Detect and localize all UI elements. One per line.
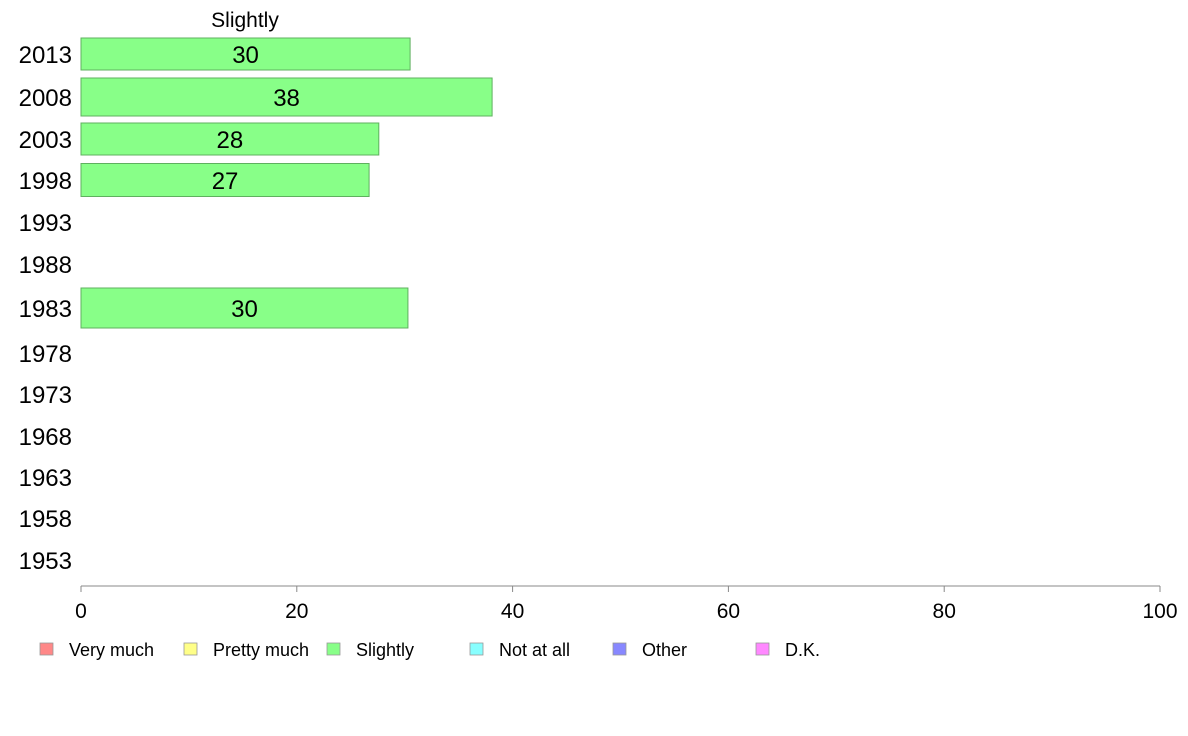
category-label: 1983 [19, 296, 72, 323]
category-label: 1998 [19, 168, 72, 195]
bar [80, 77, 493, 117]
bar [80, 37, 411, 71]
legend-swatch [755, 642, 770, 656]
data-label: 27 [212, 168, 239, 195]
data-label: 38 [273, 85, 300, 112]
category-label: 1993 [19, 210, 72, 237]
bar [80, 163, 370, 197]
legend-label: Very much [69, 640, 154, 660]
x-tick-label: 40 [501, 600, 524, 623]
x-tick-label: 20 [285, 600, 308, 623]
series-title: Slightly [211, 9, 279, 32]
legend-item: Other [612, 640, 687, 660]
x-tick-label: 0 [75, 600, 87, 623]
category-label: 1958 [19, 506, 72, 533]
legend-swatch [183, 642, 198, 656]
bar [80, 122, 380, 156]
legend-item: Very much [39, 640, 154, 660]
category-label: 1968 [19, 424, 72, 451]
bars: 30 38 28 27 30 [80, 37, 493, 329]
legend-item: Pretty much [183, 640, 309, 660]
category-label: 1988 [19, 252, 72, 279]
x-tick-label: 60 [717, 600, 740, 623]
data-label: 28 [217, 127, 244, 154]
x-tick-label: 100 [1142, 600, 1177, 623]
legend-label: Other [642, 640, 687, 660]
legend-label: Pretty much [213, 640, 309, 660]
bar [80, 287, 409, 329]
legend: Very much Pretty much Slightly Not at all Ot… [39, 640, 820, 660]
legend-label: Not at all [499, 640, 570, 660]
x-tick-label: 80 [933, 600, 956, 623]
legend-swatch [326, 642, 341, 656]
category-label: 1953 [19, 548, 72, 575]
category-label: 2013 [19, 42, 72, 69]
category-label: 2008 [19, 85, 72, 112]
legend-swatch [39, 642, 54, 656]
category-label: 1978 [19, 341, 72, 368]
data-label: 30 [231, 296, 258, 323]
category-label: 1973 [19, 382, 72, 409]
legend-item: Not at all [469, 640, 570, 660]
category-labels: 2013 2008 2003 1998 1993 1988 1983 1978 1973 1968… [19, 42, 72, 575]
category-label: 1963 [19, 465, 72, 492]
legend-swatch [612, 642, 627, 656]
legend-label: Slightly [356, 640, 414, 660]
legend-item: Slightly [326, 640, 414, 660]
data-label: 30 [232, 42, 259, 69]
legend-swatch [469, 642, 484, 656]
category-label: 2003 [19, 127, 72, 154]
legend-label: D.K. [785, 640, 820, 660]
legend-item: D.K. [755, 640, 820, 660]
x-axis: 0 20 40 60 80 100 [75, 585, 1178, 623]
